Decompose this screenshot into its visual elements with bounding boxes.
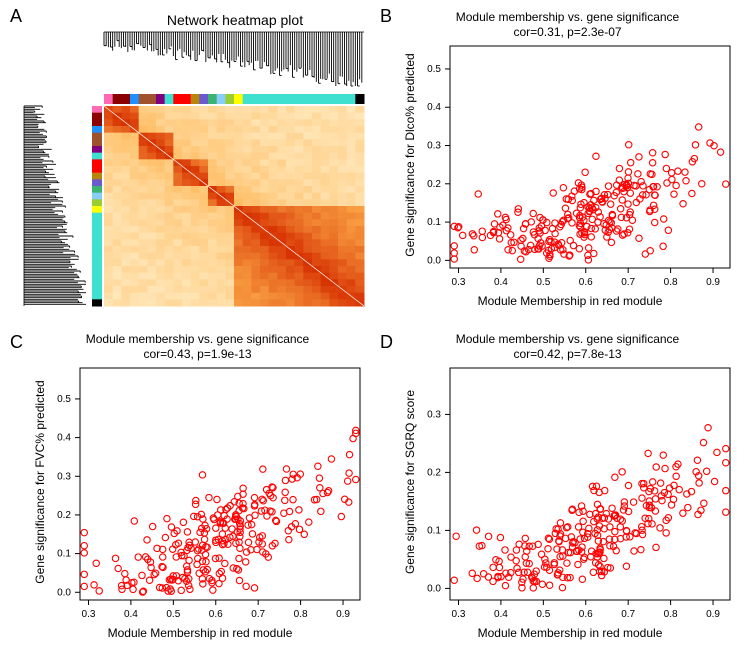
panel-d-title: Module membership vs. gene significancec… <box>395 332 740 362</box>
svg-text:0.7: 0.7 <box>621 609 635 620</box>
panel-b-label: B <box>380 6 392 27</box>
svg-text:0.5: 0.5 <box>166 609 180 620</box>
svg-text:0.4: 0.4 <box>494 277 508 288</box>
panel-d-label: D <box>380 332 393 353</box>
panel-c-label: C <box>10 332 23 353</box>
svg-text:0.3: 0.3 <box>452 277 466 288</box>
figure-multi-panel: A Network heatmap plot B Module membersh… <box>0 0 750 652</box>
svg-text:0.4: 0.4 <box>427 102 441 113</box>
panel-subtitle: cor=0.43, p=1.9e-13 <box>143 347 251 361</box>
svg-text:0.6: 0.6 <box>579 277 593 288</box>
panel-b-xlabel: Module Membership in red module <box>415 294 725 308</box>
svg-text:0.4: 0.4 <box>57 433 71 444</box>
scatter-svg-b: 0.3 0.4 0.5 0.6 0.7 0.8 0.9 0.0 0.1 0.2 0.3 0.4 0.5 <box>395 10 740 310</box>
svg-text:0.2: 0.2 <box>57 510 71 521</box>
heatmap-title: Network heatmap plot <box>115 12 355 28</box>
svg-text:0.1: 0.1 <box>427 525 441 536</box>
scatter-svg-d: 0.3 0.4 0.5 0.6 0.7 0.8 0.9 0.0 0.1 0.2 0.3 <box>395 332 740 642</box>
svg-text:0.4: 0.4 <box>494 609 508 620</box>
svg-text:0.5: 0.5 <box>536 277 550 288</box>
panel-title-line1: Module membership vs. gene significance <box>456 10 679 24</box>
svg-text:0.1: 0.1 <box>57 549 71 560</box>
panel-title-line1: Module membership vs. gene significance <box>86 332 309 346</box>
heatmap-svg <box>20 12 370 312</box>
panel-c-scatter: Module membership vs. gene significancec… <box>25 332 370 642</box>
svg-text:0.6: 0.6 <box>579 609 593 620</box>
svg-text:0.8: 0.8 <box>294 609 308 620</box>
svg-text:0.7: 0.7 <box>621 277 635 288</box>
svg-text:0.0: 0.0 <box>427 255 441 266</box>
panel-title-line1: Module membership vs. gene significance <box>456 332 679 346</box>
svg-text:0.3: 0.3 <box>427 141 441 152</box>
svg-text:0.9: 0.9 <box>706 609 720 620</box>
svg-text:0.2: 0.2 <box>427 179 441 190</box>
svg-text:0.0: 0.0 <box>427 583 441 594</box>
svg-text:0.0: 0.0 <box>57 587 71 598</box>
panel-c-ylabel: Gene significance for FVC% predicted <box>33 367 47 597</box>
panel-c-xlabel: Module Membership in red module <box>45 626 355 640</box>
svg-text:0.4: 0.4 <box>124 609 138 620</box>
svg-text:0.7: 0.7 <box>251 609 265 620</box>
panel-b-ylabel: Gene significance for Dlco% predicted <box>403 40 417 270</box>
svg-text:0.5: 0.5 <box>57 394 71 405</box>
svg-text:0.6: 0.6 <box>209 609 223 620</box>
panel-d-xlabel: Module Membership in red module <box>415 626 725 640</box>
panel-d-ylabel: Gene significance for SGRQ score <box>403 377 417 587</box>
svg-text:0.5: 0.5 <box>536 609 550 620</box>
scatter-svg-c: 0.3 0.4 0.5 0.6 0.7 0.8 0.9 0.0 0.1 0.2 0.3 0.4 0.5 <box>25 332 370 642</box>
panel-a-heatmap: Network heatmap plot <box>20 12 370 312</box>
svg-text:0.2: 0.2 <box>427 467 441 478</box>
svg-text:0.3: 0.3 <box>427 409 441 420</box>
svg-text:0.3: 0.3 <box>452 609 466 620</box>
panel-b-title: Module membership vs. gene significancec… <box>395 10 740 40</box>
svg-text:0.9: 0.9 <box>336 609 350 620</box>
panel-b-scatter: Module membership vs. gene significancec… <box>395 10 740 310</box>
panel-c-title: Module membership vs. gene significancec… <box>25 332 370 362</box>
svg-text:0.9: 0.9 <box>706 277 720 288</box>
svg-text:0.1: 0.1 <box>427 217 441 228</box>
panel-subtitle: cor=0.42, p=7.8e-13 <box>513 347 621 361</box>
panel-subtitle: cor=0.31, p=2.3e-07 <box>513 25 621 39</box>
svg-text:0.5: 0.5 <box>427 64 441 75</box>
svg-text:0.8: 0.8 <box>664 609 678 620</box>
svg-text:0.3: 0.3 <box>57 471 71 482</box>
svg-text:0.3: 0.3 <box>82 609 96 620</box>
panel-d-scatter: Module membership vs. gene significancec… <box>395 332 740 642</box>
svg-text:0.8: 0.8 <box>664 277 678 288</box>
